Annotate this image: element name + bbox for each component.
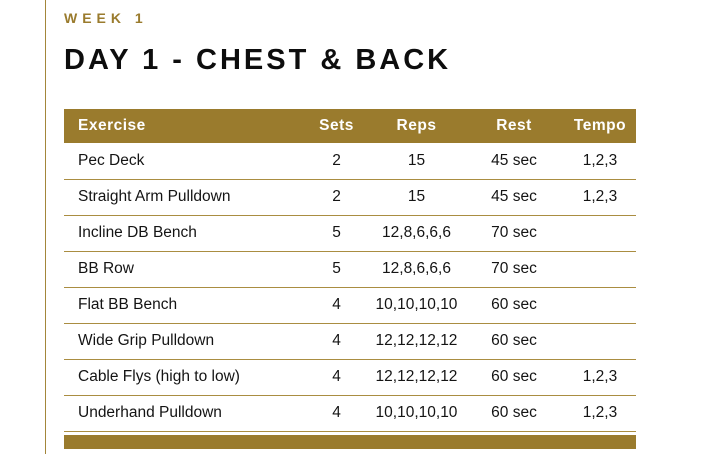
cell-exercise: Pec Deck (64, 143, 304, 180)
workout-table: Exercise Sets Reps Rest Tempo Pec Deck 2… (64, 109, 636, 432)
table-row: Straight Arm Pulldown 2 15 45 sec 1,2,3 (64, 179, 636, 216)
cell-reps: 15 (369, 143, 464, 180)
table-row: Wide Grip Pulldown 4 12,12,12,12 60 sec (64, 323, 636, 360)
cell-sets: 4 (304, 359, 369, 396)
cell-sets: 4 (304, 287, 369, 324)
cell-exercise: Flat BB Bench (64, 287, 304, 324)
header-row: Exercise Sets Reps Rest Tempo (64, 109, 636, 143)
cell-tempo: 1,2,3 (564, 143, 636, 180)
cell-reps: 12,12,12,12 (369, 323, 464, 360)
cell-reps: 15 (369, 179, 464, 216)
column-header-tempo: Tempo (564, 109, 636, 143)
cell-reps: 10,10,10,10 (369, 287, 464, 324)
cell-exercise: Straight Arm Pulldown (64, 179, 304, 216)
table-row: Flat BB Bench 4 10,10,10,10 60 sec (64, 287, 636, 324)
cell-reps: 12,8,6,6,6 (369, 251, 464, 288)
table-row: Incline DB Bench 5 12,8,6,6,6 70 sec (64, 215, 636, 252)
table-row: Cable Flys (high to low) 4 12,12,12,12 6… (64, 359, 636, 396)
cell-exercise: BB Row (64, 251, 304, 288)
cell-tempo (564, 323, 636, 360)
cell-rest: 45 sec (464, 179, 564, 216)
left-accent-rule (45, 0, 46, 454)
cell-reps: 10,10,10,10 (369, 395, 464, 432)
cell-sets: 2 (304, 179, 369, 216)
column-header-exercise: Exercise (64, 109, 304, 143)
cell-exercise: Wide Grip Pulldown (64, 323, 304, 360)
week-label: WEEK 1 (64, 10, 148, 26)
cell-tempo: 1,2,3 (564, 359, 636, 396)
cell-exercise: Cable Flys (high to low) (64, 359, 304, 396)
column-header-sets: Sets (304, 109, 369, 143)
table-row: Pec Deck 2 15 45 sec 1,2,3 (64, 143, 636, 180)
cell-rest: 60 sec (464, 395, 564, 432)
cell-sets: 4 (304, 323, 369, 360)
cell-rest: 60 sec (464, 287, 564, 324)
cell-rest: 70 sec (464, 251, 564, 288)
cell-tempo: 1,2,3 (564, 179, 636, 216)
cell-reps: 12,8,6,6,6 (369, 215, 464, 252)
cell-rest: 60 sec (464, 323, 564, 360)
cell-exercise: Incline DB Bench (64, 215, 304, 252)
cell-sets: 4 (304, 395, 369, 432)
page-content: WEEK 1 DAY 1 - CHEST & BACK Exercise Set… (64, 10, 636, 449)
cell-rest: 60 sec (464, 359, 564, 396)
cell-tempo: 1,2,3 (564, 395, 636, 432)
table-row: Underhand Pulldown 4 10,10,10,10 60 sec … (64, 395, 636, 432)
bottom-accent-bar (64, 434, 636, 449)
cell-tempo (564, 215, 636, 252)
table-header: Exercise Sets Reps Rest Tempo (64, 109, 636, 143)
cell-sets: 2 (304, 143, 369, 180)
cell-reps: 12,12,12,12 (369, 359, 464, 396)
page-title: DAY 1 - CHEST & BACK (64, 44, 452, 76)
column-header-rest: Rest (464, 109, 564, 143)
cell-rest: 45 sec (464, 143, 564, 180)
cell-sets: 5 (304, 215, 369, 252)
cell-tempo (564, 287, 636, 324)
table-row: BB Row 5 12,8,6,6,6 70 sec (64, 251, 636, 288)
cell-rest: 70 sec (464, 215, 564, 252)
table-body: Pec Deck 2 15 45 sec 1,2,3 Straight Arm … (64, 143, 636, 432)
column-header-reps: Reps (369, 109, 464, 143)
cell-tempo (564, 251, 636, 288)
cell-exercise: Underhand Pulldown (64, 395, 304, 432)
cell-sets: 5 (304, 251, 369, 288)
